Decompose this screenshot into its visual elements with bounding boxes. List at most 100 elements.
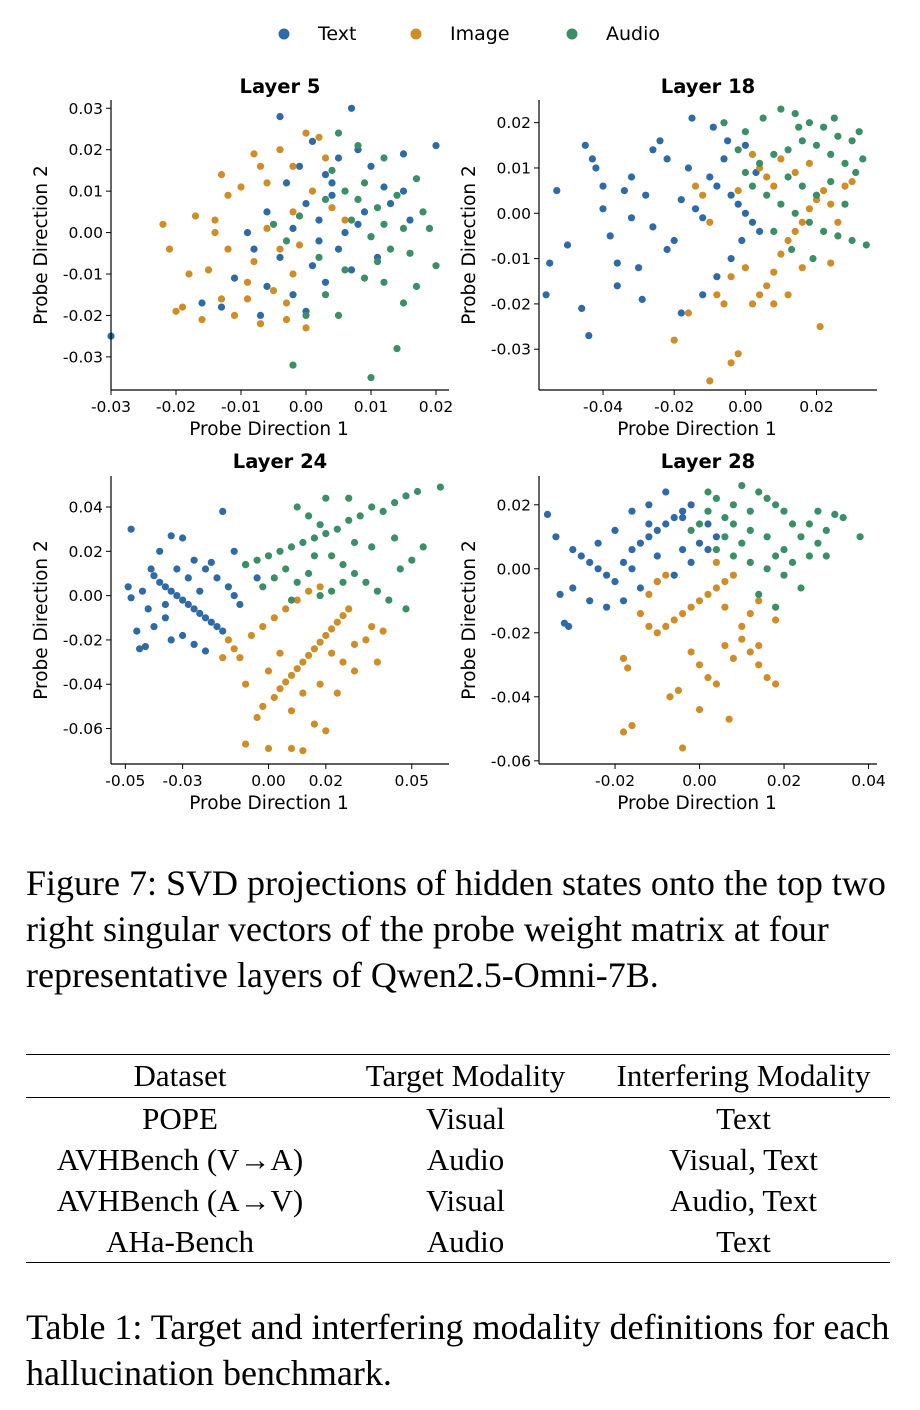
point-text — [124, 583, 132, 591]
y-axis-label: Probe Direction 2 — [31, 165, 52, 325]
point-image — [704, 674, 712, 682]
point-image — [670, 616, 678, 624]
point-text — [585, 332, 593, 340]
point-text — [230, 274, 239, 282]
y-tick-label: 0.01 — [496, 159, 531, 177]
point-image — [619, 654, 628, 663]
point-image — [310, 645, 318, 653]
point-text — [620, 187, 629, 195]
point-image — [738, 635, 746, 643]
point-text — [161, 614, 169, 622]
point-text — [179, 534, 187, 542]
y-tick-label: -0.06 — [491, 752, 531, 770]
y-axis-label: Probe Direction 2 — [459, 165, 480, 325]
point-text — [230, 547, 238, 555]
point-image — [287, 707, 296, 715]
point-audio — [827, 178, 835, 186]
x-tick-label: 0.00 — [251, 772, 286, 790]
point-text — [144, 605, 152, 613]
point-text — [592, 164, 600, 172]
point-text — [213, 623, 221, 631]
point-image — [798, 218, 806, 226]
point-text — [276, 253, 284, 261]
point-image — [289, 208, 297, 216]
point-audio — [721, 514, 729, 522]
point-image — [755, 597, 763, 605]
point-image — [328, 204, 336, 212]
point-text — [638, 295, 646, 303]
point-text — [588, 155, 597, 163]
point-audio — [788, 558, 797, 567]
point-text — [677, 309, 685, 317]
point-text — [354, 220, 362, 228]
x-tick-label: -0.01 — [221, 398, 261, 416]
point-audio — [399, 224, 408, 232]
point-text — [282, 179, 291, 187]
table-row: AVHBench (A→V) Visual Audio, Text — [26, 1180, 890, 1221]
point-text — [543, 510, 552, 518]
point-text — [577, 552, 585, 560]
y-tick-label: -0.01 — [491, 250, 531, 268]
point-audio — [295, 212, 304, 220]
point-text — [613, 259, 621, 267]
point-text — [613, 282, 621, 290]
point-image — [236, 654, 244, 662]
point-image — [308, 187, 317, 195]
point-image — [339, 658, 347, 666]
point-text — [734, 200, 742, 208]
point-text — [341, 229, 349, 237]
point-image — [816, 323, 824, 331]
table-cell: POPE — [142, 1100, 218, 1136]
point-audio — [328, 587, 336, 595]
point-audio — [360, 274, 369, 282]
point-audio — [695, 520, 704, 528]
point-audio — [780, 507, 788, 515]
point-audio — [791, 110, 799, 118]
point-text — [569, 584, 577, 592]
point-text — [581, 141, 589, 149]
point-text — [243, 229, 252, 237]
point-image — [328, 649, 336, 657]
point-audio — [855, 128, 863, 136]
point-text — [213, 574, 221, 582]
point-audio — [788, 245, 796, 254]
point-image — [834, 218, 842, 226]
point-audio — [293, 503, 301, 511]
panel-title: Layer 18 — [661, 75, 755, 98]
point-audio — [812, 141, 821, 149]
point-image — [316, 583, 324, 591]
x-tick-label: 0.04 — [851, 772, 886, 790]
point-image — [706, 377, 714, 385]
point-image — [679, 744, 687, 752]
point-image — [237, 183, 245, 191]
x-tick-label: -0.02 — [654, 398, 694, 416]
point-text — [594, 539, 602, 547]
panel-title: Layer 5 — [240, 75, 321, 98]
x-tick-label: -0.02 — [595, 772, 635, 790]
panel-title: Layer 28 — [661, 450, 755, 473]
point-text — [399, 150, 408, 158]
point-audio — [770, 227, 778, 235]
point-audio — [282, 237, 291, 245]
y-tick-label: 0.04 — [68, 499, 103, 517]
point-text — [691, 205, 700, 213]
point-audio — [812, 191, 821, 199]
point-audio — [748, 182, 757, 190]
point-audio — [402, 605, 410, 613]
point-image — [727, 359, 735, 367]
point-image — [798, 264, 806, 272]
point-image — [770, 268, 778, 276]
point-image — [341, 216, 349, 224]
point-image — [276, 146, 284, 154]
point-image — [333, 689, 341, 697]
point-text — [167, 587, 175, 595]
point-audio — [712, 546, 721, 554]
point-image — [316, 680, 324, 688]
point-text — [704, 546, 712, 554]
point-image — [211, 229, 219, 237]
point-audio — [848, 137, 856, 145]
point-image — [321, 154, 330, 162]
point-audio — [328, 552, 336, 560]
point-audio — [839, 514, 847, 522]
point-image — [820, 187, 828, 195]
